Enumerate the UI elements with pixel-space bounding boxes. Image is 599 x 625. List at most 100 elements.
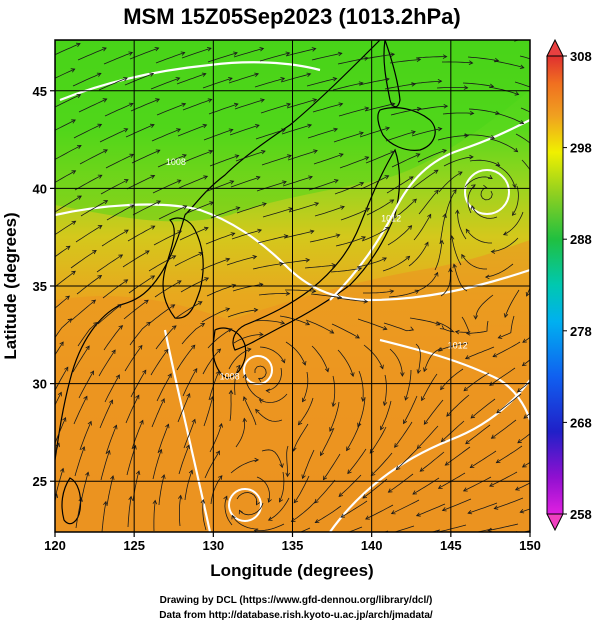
streamline: [302, 449, 315, 479]
streamline: [77, 47, 107, 61]
streamline: [152, 179, 181, 194]
streamline: [129, 321, 151, 346]
streamline: [334, 531, 336, 532]
streamline: [96, 254, 123, 273]
lon-tick-label: 120: [44, 538, 66, 553]
streamline-arrowhead: [308, 175, 313, 180]
streamline: [283, 230, 314, 239]
streamline-arrowhead: [286, 102, 291, 108]
streamline-arrowhead: [156, 200, 162, 205]
streamline: [72, 345, 90, 373]
streamline: [226, 256, 257, 266]
japan-honshu: [232, 148, 401, 351]
streamline: [362, 478, 388, 499]
streamline-arrowhead: [568, 126, 572, 130]
streamline-arrowhead: [200, 498, 206, 504]
streamline-arrowhead: [415, 512, 421, 517]
streamline-arrowhead: [519, 120, 525, 125]
longitude-ticks: 120 125 130 135 140 145 150: [44, 532, 541, 553]
streamline-arrowhead: [103, 200, 109, 205]
streamline-arrowhead: [201, 72, 207, 77]
streamline-arrowhead: [149, 72, 155, 77]
streamline: [78, 98, 107, 113]
streamline: [100, 179, 129, 195]
streamline-arrowhead: [311, 47, 317, 52]
streamline: [442, 112, 474, 115]
streamline: [210, 475, 223, 505]
korean-peninsula: [162, 217, 204, 319]
streamline-arrowhead: [302, 361, 307, 366]
streamline: [75, 225, 103, 243]
streamline: [182, 368, 198, 397]
streamline-arrowhead: [171, 325, 177, 330]
streamline: [55, 295, 70, 309]
streamline: [384, 34, 414, 37]
streamline-arrowhead: [437, 29, 441, 33]
streamline: [230, 459, 259, 474]
streamline: [106, 204, 134, 221]
streamline: [148, 255, 176, 272]
streamline: [393, 525, 415, 532]
streamline-arrowhead: [437, 126, 443, 132]
streamline: [80, 200, 108, 217]
streamline-arrowhead: [103, 149, 108, 154]
streamline-arrowhead: [338, 102, 344, 107]
streamline-arrowhead: [469, 463, 475, 469]
streamline: [233, 48, 264, 58]
streamline: [396, 447, 419, 470]
streamline-arrowhead: [410, 535, 414, 539]
streamline-arrowhead: [202, 123, 208, 129]
streamline: [388, 473, 414, 493]
streamline: [465, 228, 492, 244]
streamline: [417, 425, 439, 449]
streamline: [122, 250, 150, 268]
streamline-arrowhead: [433, 169, 439, 174]
streamline-arrowhead: [177, 494, 183, 500]
streamline-arrowhead: [230, 232, 236, 237]
streamline: [149, 304, 175, 324]
streamline: [309, 234, 340, 243]
streamline-arrowhead: [454, 329, 460, 335]
streamline: [174, 252, 203, 267]
streamline: [323, 453, 341, 480]
streamline: [390, 108, 421, 116]
streamline: [253, 320, 285, 324]
streamline: [229, 124, 260, 136]
streamline-arrowhead: [340, 205, 345, 210]
streamline: [280, 73, 311, 83]
streamline-arrowhead: [452, 263, 457, 269]
streamline-arrowhead: [357, 266, 363, 272]
streamline-arrowhead: [228, 128, 234, 133]
streamline-arrowhead: [539, 321, 543, 325]
streamline-arrowhead: [203, 175, 209, 180]
streamline: [74, 446, 85, 477]
streamline-arrowhead: [181, 102, 187, 107]
streamline-arrowhead: [439, 325, 445, 330]
streamline-arrowhead: [312, 98, 318, 103]
streamline-arrowhead: [305, 321, 311, 326]
streamline: [491, 419, 517, 439]
streamline: [206, 284, 236, 297]
streamline-arrowhead: [280, 320, 286, 325]
streamline-arrowhead: [440, 385, 445, 391]
streamline-arrowhead: [359, 131, 364, 136]
streamline-arrowhead: [203, 226, 209, 231]
streamline-arrowhead: [285, 51, 291, 56]
streamline-arrowhead: [503, 313, 509, 319]
streamline: [302, 371, 309, 402]
streamline-arrowhead: [329, 427, 334, 432]
streamline: [386, 176, 414, 194]
streamline: [315, 505, 342, 523]
streamline: [436, 36, 467, 37]
streamline: [329, 401, 340, 432]
streamline: [157, 424, 169, 454]
streamline: [259, 393, 288, 403]
streamline: [128, 275, 155, 294]
streamline-arrowhead: [532, 266, 535, 270]
streamline: [77, 322, 98, 347]
streamline-arrowhead: [464, 355, 470, 360]
streamline-arrowhead: [329, 329, 335, 334]
streamline-arrowhead: [233, 51, 238, 56]
streamline-arrowhead: [434, 189, 439, 195]
streamline: [156, 103, 186, 116]
